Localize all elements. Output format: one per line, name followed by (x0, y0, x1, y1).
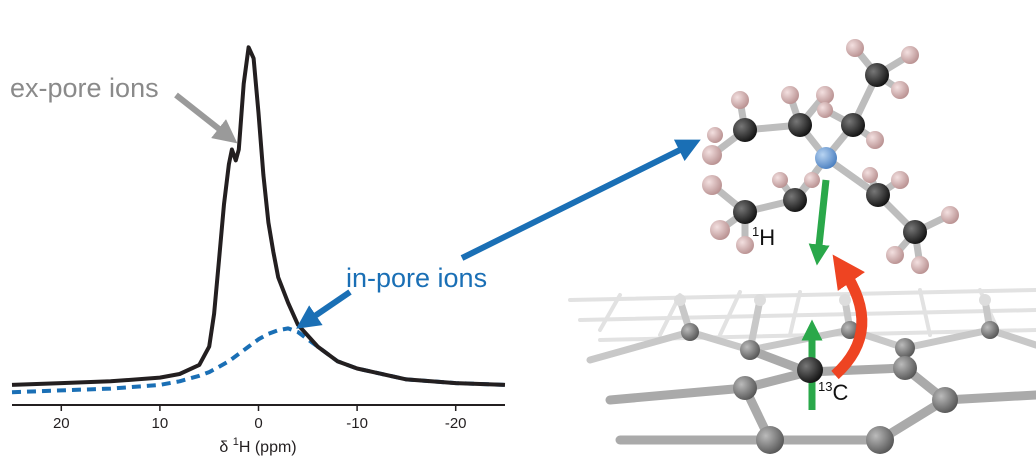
page: {"chart_data": {"type": "line", "xlim": … (0, 0, 1036, 457)
x-tick-label: -20 (445, 415, 467, 432)
ex-pore-annotation: ex-pore ions (10, 73, 159, 103)
in-pore-arrow (462, 145, 690, 258)
x-tick-label: 10 (152, 415, 169, 432)
in-pore-arrow (306, 292, 350, 322)
figure: 1H 13C ex-pore ions in-pore ions δ 1H (p… (0, 0, 1036, 457)
cation (702, 39, 959, 274)
x-tick-label: 0 (254, 415, 262, 432)
x-axis-label: δ 1H (ppm) (219, 436, 296, 456)
x-tick-label: 20 (53, 415, 70, 432)
proton-label: 1H (752, 224, 775, 250)
ex-pore-arrow (176, 95, 228, 136)
x-tick-label: -10 (346, 415, 368, 432)
in-pore-annotation: in-pore ions (346, 263, 487, 293)
carbon-label: 13C (818, 379, 848, 405)
